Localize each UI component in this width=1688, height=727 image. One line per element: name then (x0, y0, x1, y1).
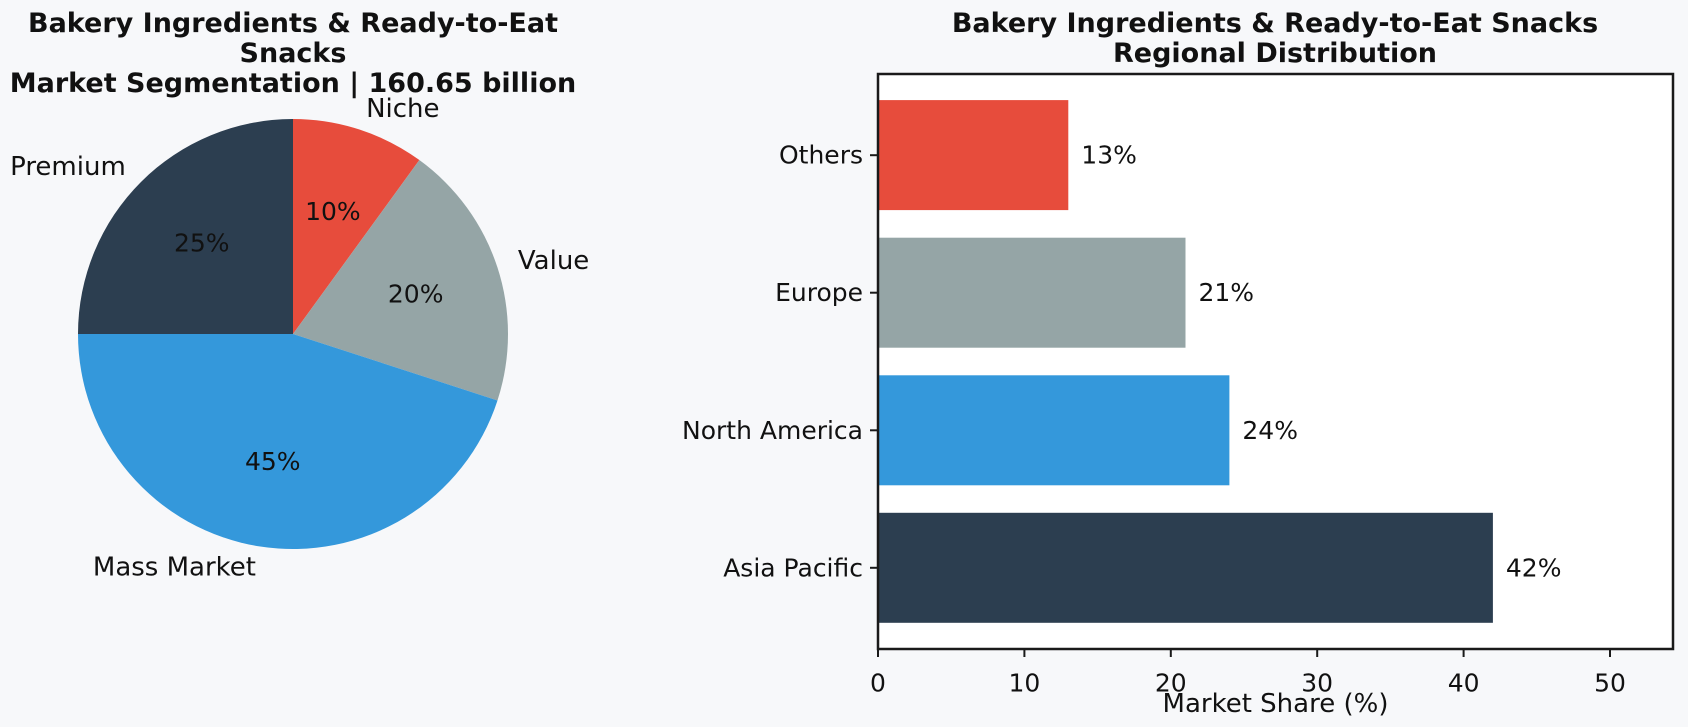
bar-value-label-asia-pacific: 42% (1506, 553, 1562, 582)
bar-north-america (878, 375, 1230, 486)
pie-label-mass-market: Mass Market (93, 553, 256, 583)
bar-europe (878, 237, 1186, 348)
pie-chart-title-line-1: Bakery Ingredients & Ready-to-Eat Snacks (27, 8, 558, 69)
x-tick-label-10: 10 (1008, 668, 1040, 697)
pie-pct-label-mass-market: 45% (245, 447, 301, 476)
x-tick-label-30: 30 (1301, 668, 1333, 697)
pie-pct-label-niche: 10% (305, 197, 361, 226)
pie-slice-value (293, 160, 509, 401)
x-tick-label-0: 0 (870, 668, 886, 697)
bar-others (878, 100, 1069, 211)
pie-slice-premium (78, 119, 293, 334)
bar-chart-title-line-1: Bakery Ingredients & Ready-to-Eat Snacks (951, 8, 1599, 39)
bar-value-label-others: 13% (1081, 141, 1137, 170)
bar-chart-title: Bakery Ingredients & Ready-to-Eat Snacks… (875, 9, 1675, 69)
pie-label-premium: Premium (10, 152, 126, 182)
pie-chart-title: Bakery Ingredients & Ready-to-Eat Snacks… (0, 9, 586, 99)
y-tick-label-asia-pacific: Asia Pacific (723, 553, 863, 582)
pie-label-niche: Niche (366, 94, 439, 124)
pie-slice-niche (293, 119, 420, 334)
pie-slice-mass-market (78, 334, 498, 550)
bar-value-label-europe: 21% (1199, 278, 1255, 307)
bar-asia-pacific (878, 512, 1493, 623)
x-axis-label: Market Share (%) (1163, 689, 1389, 719)
x-tick-label-20: 20 (1155, 668, 1187, 697)
y-tick-label-north-america: North America (682, 416, 863, 445)
axes-frame (876, 72, 1675, 651)
pie-label-value: Value (518, 246, 589, 276)
y-tick-label-others: Others (779, 141, 863, 170)
bar-chart-title-line-2: Regional Distribution (1112, 38, 1438, 69)
pie-pct-label-value: 20% (388, 280, 444, 309)
x-tick-label-40: 40 (1448, 668, 1480, 697)
pie-chart-title-line-2: Market Segmentation | 160.65 billion (9, 68, 577, 99)
y-tick-label-europe: Europe (775, 278, 863, 307)
x-tick-label-50: 50 (1594, 668, 1626, 697)
pie-pct-label-premium: 25% (174, 228, 230, 257)
bar-value-label-north-america: 24% (1242, 416, 1298, 445)
